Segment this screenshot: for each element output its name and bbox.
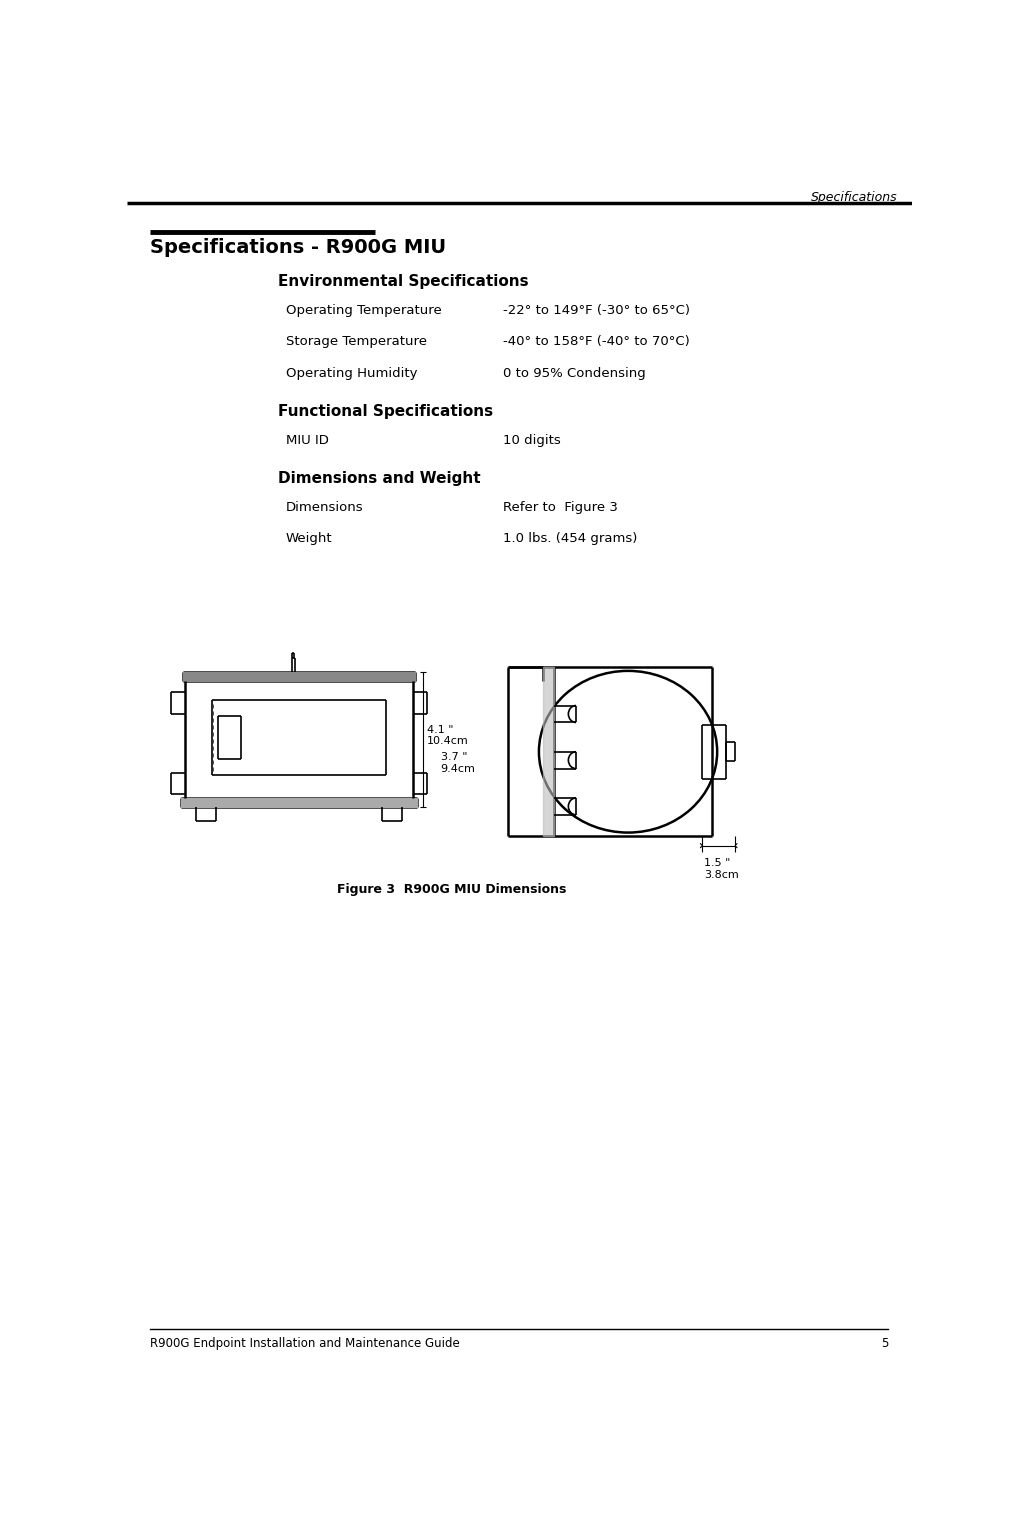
Text: Specifications: Specifications (811, 191, 898, 205)
Polygon shape (181, 797, 417, 807)
Text: Weight: Weight (286, 532, 332, 546)
Text: 1.5 "
3.8cm: 1.5 " 3.8cm (704, 858, 738, 879)
Text: 10 digits: 10 digits (502, 434, 560, 447)
Text: Refer to  Figure 3: Refer to Figure 3 (502, 500, 617, 514)
Text: 5: 5 (881, 1337, 888, 1349)
Text: -22° to 149°F (-30° to 65°C): -22° to 149°F (-30° to 65°C) (502, 303, 690, 317)
Text: Operating Temperature: Operating Temperature (286, 303, 442, 317)
Text: Specifications - R900G MIU: Specifications - R900G MIU (150, 238, 446, 258)
Text: Figure 3  R900G MIU Dimensions: Figure 3 R900G MIU Dimensions (337, 882, 567, 896)
Text: Storage Temperature: Storage Temperature (286, 335, 426, 349)
Text: -40° to 158°F (-40° to 70°C): -40° to 158°F (-40° to 70°C) (502, 335, 689, 349)
Text: Dimensions and Weight: Dimensions and Weight (278, 471, 480, 487)
Text: Functional Specifications: Functional Specifications (278, 405, 493, 420)
Text: 4.1 "
10.4cm: 4.1 " 10.4cm (427, 725, 469, 746)
Text: Operating Humidity: Operating Humidity (286, 367, 417, 379)
Text: 3.7 "
9.4cm: 3.7 " 9.4cm (441, 752, 475, 775)
Text: 1.0 lbs. (454 grams): 1.0 lbs. (454 grams) (502, 532, 637, 546)
Polygon shape (183, 673, 415, 681)
Text: Environmental Specifications: Environmental Specifications (278, 274, 529, 290)
Text: MIU ID: MIU ID (286, 434, 328, 447)
Text: 0 to 95% Condensing: 0 to 95% Condensing (502, 367, 645, 379)
Text: R900G Endpoint Installation and Maintenance Guide: R900G Endpoint Installation and Maintena… (150, 1337, 460, 1349)
Polygon shape (543, 667, 554, 837)
Text: Dimensions: Dimensions (286, 500, 363, 514)
